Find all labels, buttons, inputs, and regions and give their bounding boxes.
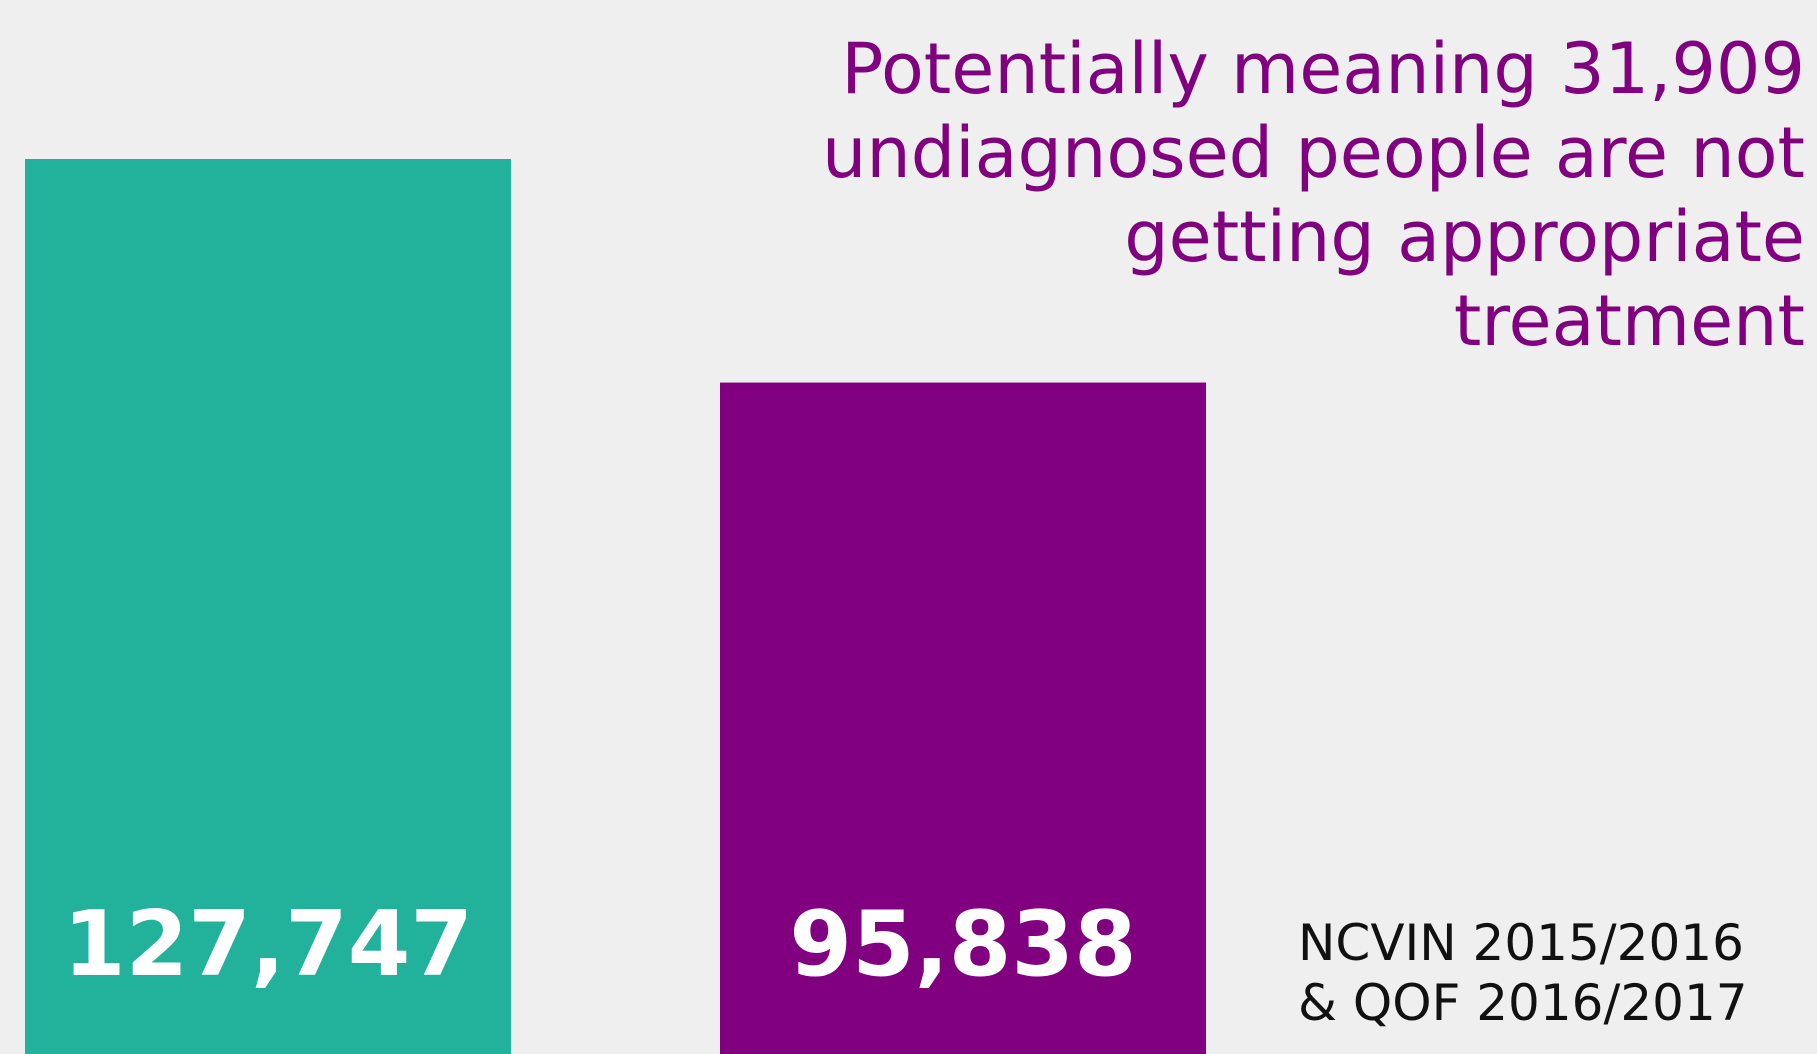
- bar: [25, 159, 511, 1054]
- source-line: & QOF 2016/2017: [1298, 974, 1748, 1032]
- annotation-line: undiagnosed people are not: [822, 112, 1805, 194]
- bar: [720, 382, 1206, 1054]
- value-label: 95,838: [789, 892, 1136, 997]
- source-line: NCVIN 2015/2016: [1298, 914, 1744, 972]
- value-label: 127,747: [63, 892, 473, 997]
- annotation-line: Potentially meaning 31,909: [841, 28, 1805, 110]
- annotation-line: getting appropriate: [1124, 196, 1805, 278]
- annotation-line: treatment: [1454, 280, 1805, 362]
